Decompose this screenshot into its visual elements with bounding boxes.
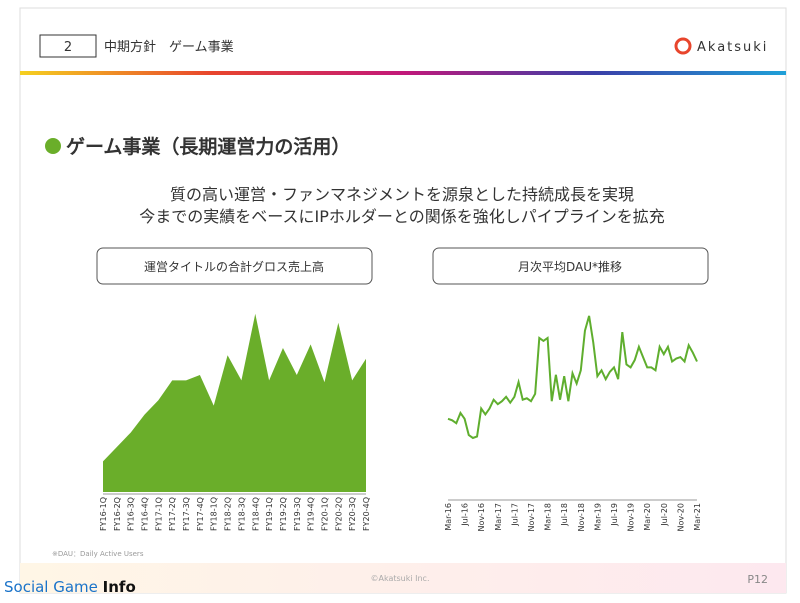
x-tick-label: FY19-3Q [293, 497, 302, 531]
footer-band [20, 563, 786, 593]
x-tick-label: FY20-1Q [320, 497, 329, 531]
x-tick-label: FY19-1Q [265, 497, 274, 531]
x-tick-label: FY16-1Q [99, 497, 108, 531]
x-tick-label: FY16-4Q [141, 497, 150, 531]
x-tick-label: Nov-19 [627, 503, 636, 531]
x-tick-label: FY18-3Q [237, 497, 246, 531]
x-tick-label: Nov-18 [577, 503, 586, 531]
x-tick-label: Nov-16 [477, 503, 486, 531]
logo: Akatsuki [697, 40, 768, 55]
page-number: 2 [64, 40, 72, 55]
watermark-light: Social Game [4, 578, 103, 596]
x-tick-label: FY20-3Q [348, 497, 357, 531]
chart-title: 運営タイトルの合計グロス売上高 [144, 259, 324, 274]
x-tick-label: FY18-2Q [224, 497, 233, 531]
x-tick-label: Jul-17 [510, 503, 519, 527]
chart-title-box [96, 247, 373, 285]
x-tick-label: FY16-3Q [127, 497, 136, 531]
x-tick-label: Mar-20 [643, 503, 652, 531]
x-tick-label: Nov-17 [527, 503, 536, 531]
x-tick-label: FY17-3Q [182, 497, 191, 531]
x-tick-label: FY19-4Q [307, 497, 316, 531]
x-tick-label: Mar-18 [544, 503, 553, 531]
rainbow-bar [20, 71, 786, 75]
slide-frame [19, 7, 787, 594]
x-tick-label: FY17-1Q [154, 497, 163, 531]
x-tick-label: Mar-17 [494, 503, 503, 531]
bullet [45, 138, 61, 154]
heading: ゲーム事業（長期運営力の活用） [66, 135, 350, 158]
x-tick-label: FY20-2Q [334, 497, 343, 531]
x-tick-label: FY17-4Q [196, 497, 205, 531]
line [447, 315, 698, 440]
x-tick-label: Mar-21 [693, 503, 702, 531]
x-tick-label: Jul-16 [461, 503, 470, 527]
x-tick-label: FY17-2Q [168, 497, 177, 531]
x-tick-label: Jul-20 [660, 503, 669, 527]
x-tick-label: FY18-4Q [251, 497, 260, 531]
chart-title: 月次平均DAU*推移 [518, 260, 622, 274]
footnote: ※DAU：Daily Active Users [52, 550, 144, 558]
x-tick-label: Mar-16 [444, 503, 453, 531]
x-tick-label: Mar-19 [593, 503, 602, 531]
copyright: ©Akatsuki Inc. [370, 574, 429, 583]
footer-page: P12 [747, 573, 768, 586]
x-tick-label: FY16-2Q [113, 497, 122, 531]
lead-line: 質の高い運営・ファンマネジメントを源泉とした持続成長を実現 [170, 185, 634, 204]
x-tick-label: Jul-18 [560, 503, 569, 527]
x-tick-label: Jul-19 [610, 503, 619, 527]
page-box [39, 34, 97, 58]
logo-icon [674, 37, 692, 55]
x-tick-label: FY18-1Q [210, 497, 219, 531]
x-tick-label: FY19-2Q [279, 497, 288, 531]
lead-line: 今までの実績をベースにIPホルダーとの関係を強化しパイプラインを拡充 [139, 207, 664, 226]
watermark-bold: Info [103, 578, 136, 596]
watermark: Social Game Info [4, 578, 136, 596]
header-title: 中期方針 ゲーム事業 [104, 39, 234, 55]
x-tick-label: Nov-20 [676, 503, 685, 531]
chart-title-box [432, 247, 709, 285]
area [103, 313, 366, 492]
x-tick-label: FY20-4Q [362, 497, 371, 531]
